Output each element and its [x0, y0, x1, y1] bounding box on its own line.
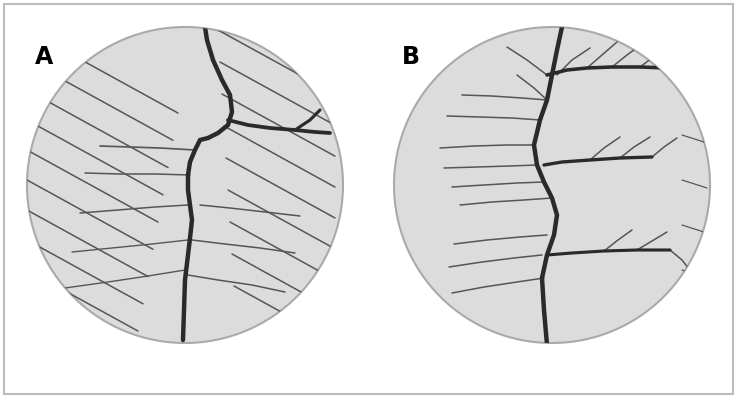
- Circle shape: [394, 27, 710, 343]
- Text: B: B: [402, 45, 420, 69]
- Text: A: A: [35, 45, 53, 69]
- Circle shape: [27, 27, 343, 343]
